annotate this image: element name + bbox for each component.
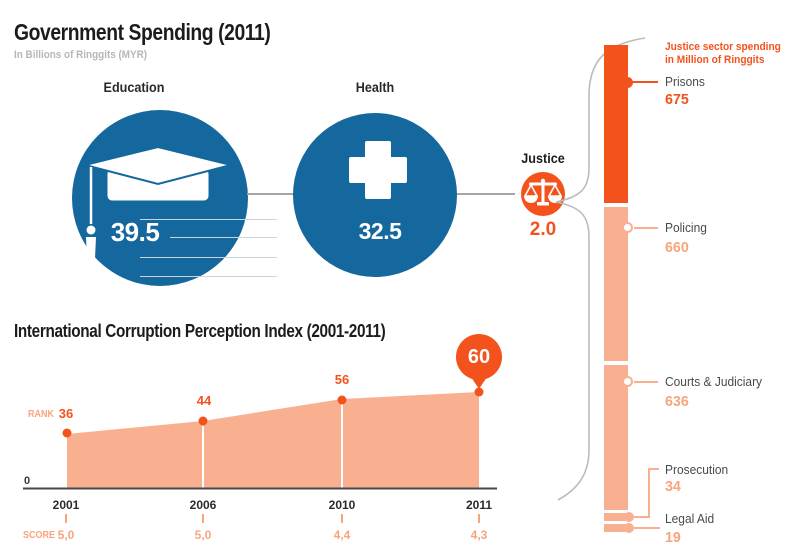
page-title: Government Spending (2011) <box>14 19 271 45</box>
year-label-2001: 2001 <box>52 498 80 512</box>
bar-segment-prosecution <box>604 513 628 521</box>
education-value: 39.5 <box>110 217 160 247</box>
health-label: Health <box>355 79 395 95</box>
health-value: 32.5 <box>358 218 402 244</box>
decor-line <box>140 276 277 277</box>
decor-line <box>170 237 277 238</box>
callout-dot-legal-aid <box>624 523 634 533</box>
connector-line <box>457 193 515 195</box>
rank-value-2011: 60 <box>467 346 491 368</box>
year-label-2010: 2010 <box>328 498 356 512</box>
year-label-2011: 2011 <box>465 498 493 512</box>
breakdown-heading: Justice sector spending in Million of Ri… <box>665 41 781 67</box>
breakdown-heading-line2: in Million of Ringgits <box>665 54 765 66</box>
score-tick <box>65 514 67 523</box>
callout-dot-policing <box>622 222 633 233</box>
justice-value: 2.0 <box>529 219 557 240</box>
rank-balloon-2011: 60 <box>456 334 502 380</box>
score-tick <box>341 514 343 523</box>
score-tick <box>478 514 480 523</box>
courts-value: 636 <box>665 393 689 410</box>
scales-of-justice-icon <box>523 178 563 206</box>
score-value-2001: 5,0 <box>57 528 75 542</box>
callout-dot-prisons <box>622 77 633 88</box>
bar-segment-legal-aid <box>604 524 628 532</box>
bar-segment-prisons <box>604 45 628 203</box>
prosecution-label: Prosecution <box>665 462 729 477</box>
breakdown-heading-line1: Justice sector spending <box>665 41 781 53</box>
score-value-2006: 5,0 <box>194 528 212 542</box>
bar-segment-policing <box>604 207 628 361</box>
callout-line-prosecution <box>634 516 650 518</box>
rank-value-2010: 56 <box>334 372 350 387</box>
axis-zero-label: 0 <box>24 475 31 487</box>
callout-line-prosecution <box>648 468 650 518</box>
score-tick <box>202 514 204 523</box>
callout-line-prisons <box>631 81 658 83</box>
callout-line-policing <box>634 227 658 229</box>
graduation-cap-icon <box>84 145 232 259</box>
connector-line <box>247 193 294 195</box>
legal-aid-value: 19 <box>665 529 681 546</box>
prosecution-value: 34 <box>665 478 681 495</box>
callout-dot-courts <box>622 376 633 387</box>
prisons-value: 675 <box>665 91 689 108</box>
score-axis-label: SCORE <box>23 530 56 541</box>
cpi-title: International Corruption Perception Inde… <box>14 321 386 341</box>
score-value-2010: 4,4 <box>333 528 351 542</box>
prisons-label: Prisons <box>665 74 705 89</box>
justice-label: Justice <box>521 150 565 166</box>
callout-line-courts <box>634 381 658 383</box>
cpi-area-chart <box>23 387 497 490</box>
decor-line <box>140 219 277 220</box>
callout-line-legal-aid <box>634 527 660 529</box>
rank-axis-label: RANK <box>28 409 55 420</box>
callout-line-prosecution <box>648 468 659 470</box>
bar-segment-courts <box>604 365 628 510</box>
score-value-2011: 4,3 <box>470 528 488 542</box>
rank-value-2001: 36 <box>58 406 74 421</box>
year-label-2006: 2006 <box>189 498 217 512</box>
legal-aid-label: Legal Aid <box>665 511 715 526</box>
page-subtitle: In Billions of Ringgits (MYR) <box>14 49 148 61</box>
balloon-tail <box>471 377 487 389</box>
policing-value: 660 <box>665 239 689 256</box>
brace-bracket <box>555 37 646 501</box>
decor-line <box>140 257 277 258</box>
policing-label: Policing <box>665 220 707 235</box>
callout-dot-prosecution <box>624 512 634 522</box>
education-label: Education <box>103 79 165 95</box>
courts-label: Courts & Judiciary <box>665 374 763 389</box>
rank-value-2006: 44 <box>196 393 212 408</box>
